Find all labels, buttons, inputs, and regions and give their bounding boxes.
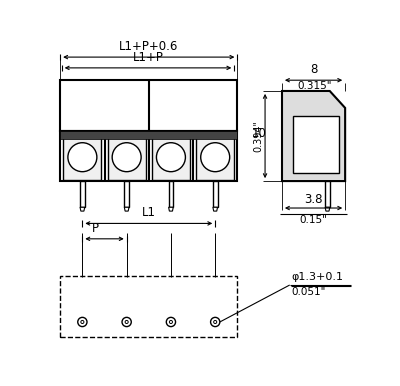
Circle shape [166, 317, 176, 327]
Text: L1+P: L1+P [132, 51, 164, 64]
Circle shape [68, 143, 97, 172]
Bar [108, 135, 146, 179]
Text: L1: L1 [142, 206, 156, 219]
Circle shape [112, 143, 141, 172]
Text: 0.394": 0.394" [253, 120, 263, 152]
Polygon shape [169, 207, 173, 211]
Circle shape [81, 320, 84, 323]
Text: P: P [92, 222, 99, 235]
Text: 0.15": 0.15" [300, 215, 328, 225]
Bar [169, 181, 173, 207]
Bar [60, 131, 237, 181]
Bar [293, 116, 339, 173]
Text: 10: 10 [252, 127, 267, 140]
Bar [152, 135, 190, 179]
Bar [325, 181, 330, 207]
Bar [80, 181, 85, 207]
Circle shape [78, 317, 87, 327]
Bar [124, 181, 129, 207]
Circle shape [201, 143, 230, 172]
Polygon shape [124, 207, 129, 211]
Polygon shape [325, 207, 330, 211]
Bar [63, 135, 102, 179]
Circle shape [122, 317, 131, 327]
Text: 0.051": 0.051" [291, 287, 326, 297]
Bar [60, 80, 237, 131]
Bar [213, 181, 218, 207]
Text: 8: 8 [310, 63, 317, 76]
Polygon shape [80, 207, 85, 211]
Bar [196, 135, 234, 179]
Bar [60, 276, 237, 337]
Polygon shape [213, 207, 218, 211]
Text: 3.8: 3.8 [304, 193, 323, 206]
Circle shape [125, 320, 128, 323]
Circle shape [156, 143, 186, 172]
Circle shape [169, 320, 172, 323]
Polygon shape [282, 91, 345, 181]
Bar [60, 131, 237, 139]
Text: L1+P+0.6: L1+P+0.6 [119, 40, 178, 53]
Circle shape [210, 317, 220, 327]
Text: φ1.3+0.1: φ1.3+0.1 [291, 272, 343, 282]
Text: 0.315": 0.315" [298, 81, 332, 91]
Circle shape [214, 320, 217, 323]
